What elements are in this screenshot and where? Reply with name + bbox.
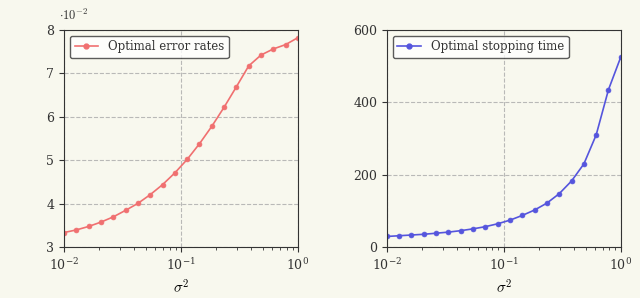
X-axis label: $\sigma^2$: $\sigma^2$	[495, 279, 512, 296]
Text: $\cdot10^{-2}$: $\cdot10^{-2}$	[60, 8, 88, 23]
Legend: Optimal stopping time: Optimal stopping time	[393, 36, 568, 58]
Legend: Optimal error rates: Optimal error rates	[70, 36, 228, 58]
X-axis label: $\sigma^2$: $\sigma^2$	[173, 279, 189, 296]
